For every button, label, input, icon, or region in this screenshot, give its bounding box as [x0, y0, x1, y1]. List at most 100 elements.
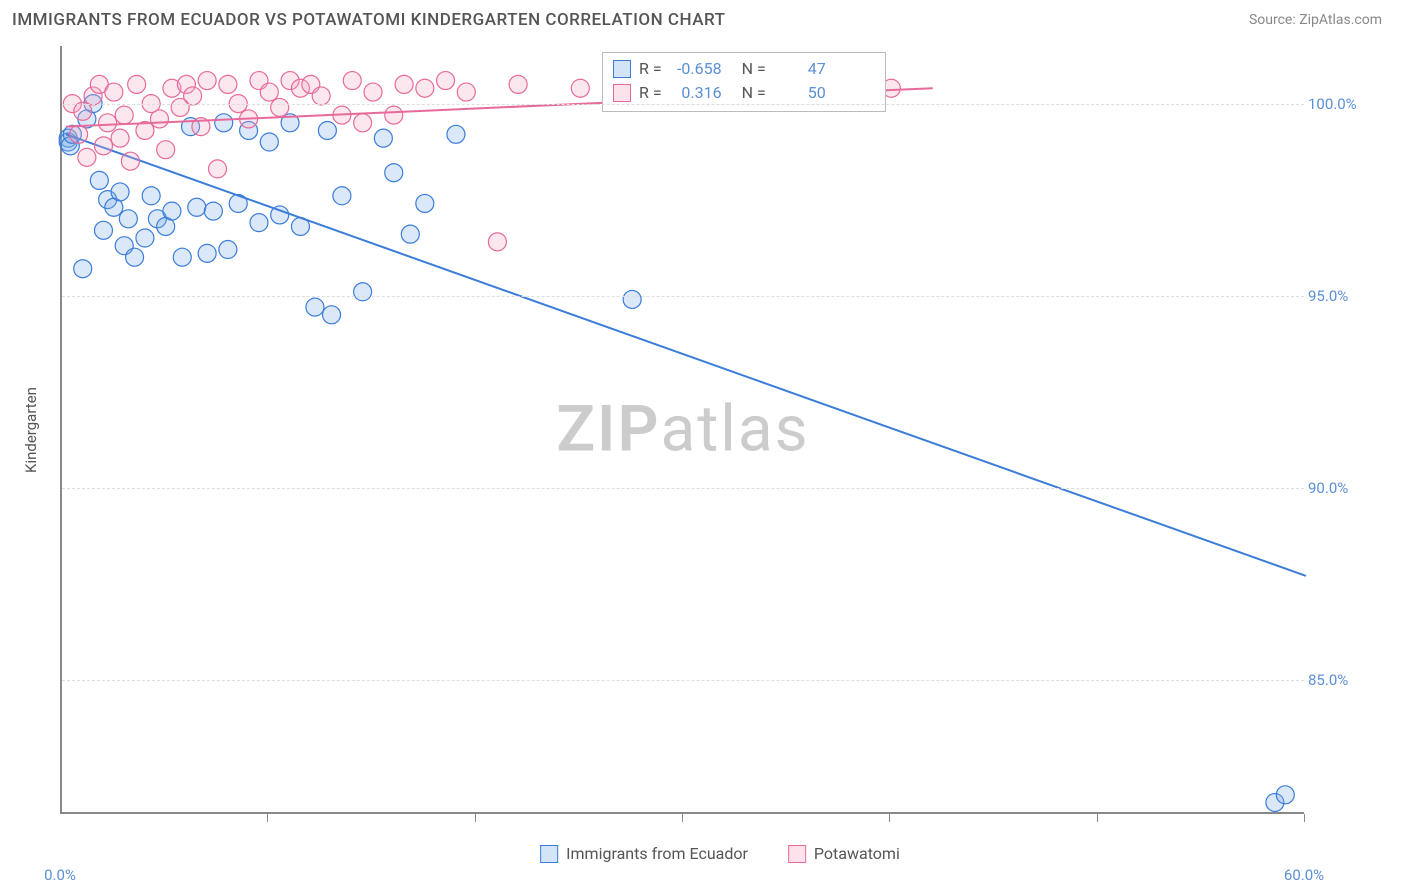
bottom-legend: Immigrants from Ecuador Potawatomi	[540, 844, 900, 863]
data-point-ecuador	[416, 194, 434, 212]
data-point-potawatomi	[385, 106, 403, 124]
y-tick-label: 90.0%	[1308, 479, 1348, 497]
data-point-potawatomi	[99, 114, 117, 132]
data-point-potawatomi	[354, 114, 372, 132]
data-point-potawatomi	[271, 98, 289, 116]
x-tick	[1097, 814, 1098, 822]
data-point-ecuador	[374, 129, 392, 147]
data-point-ecuador	[447, 125, 465, 143]
n-label: N =	[742, 57, 766, 81]
data-point-potawatomi	[128, 75, 146, 93]
data-point-ecuador	[74, 260, 92, 278]
data-point-potawatomi	[70, 125, 88, 143]
data-point-potawatomi	[395, 75, 413, 93]
r-value: -0.658	[670, 57, 722, 81]
data-point-potawatomi	[121, 152, 139, 170]
y-axis-label: Kindergarten	[22, 387, 40, 473]
data-point-ecuador	[333, 187, 351, 205]
r-value: 0.316	[670, 81, 722, 105]
gridline	[62, 296, 1304, 297]
x-tick	[682, 814, 683, 822]
data-point-potawatomi	[509, 75, 527, 93]
data-point-potawatomi	[364, 83, 382, 101]
chart-title: IMMIGRANTS FROM ECUADOR VS POTAWATOMI KI…	[12, 10, 725, 30]
r-label: R =	[639, 81, 662, 105]
data-point-ecuador	[250, 214, 268, 232]
data-point-potawatomi	[198, 72, 216, 90]
data-point-ecuador	[90, 171, 108, 189]
data-point-ecuador	[623, 290, 641, 308]
gridline	[62, 104, 1304, 105]
data-point-ecuador	[163, 202, 181, 220]
y-tick-label: 95.0%	[1308, 287, 1348, 305]
data-point-ecuador	[354, 283, 372, 301]
data-point-ecuador	[111, 183, 129, 201]
y-tick-label: 85.0%	[1308, 671, 1348, 689]
x-tick	[1304, 814, 1305, 822]
x-tick	[889, 814, 890, 822]
data-point-ecuador	[318, 121, 336, 139]
data-point-potawatomi	[219, 75, 237, 93]
data-point-potawatomi	[111, 129, 129, 147]
plot-area: ZIPatlas R =-0.658N =47R =0.316N =50	[60, 46, 1304, 814]
data-point-ecuador	[306, 298, 324, 316]
n-value: 47	[774, 57, 826, 81]
data-point-potawatomi	[209, 160, 227, 178]
legend-swatch	[540, 845, 558, 863]
trend-line-ecuador	[66, 134, 1306, 576]
x-tick	[267, 814, 268, 822]
data-point-ecuador	[401, 225, 419, 243]
legend-swatch	[613, 60, 631, 78]
y-tick-label: 100.0%	[1308, 95, 1357, 113]
chart-container: Kindergarten ZIPatlas R =-0.658N =47R =0…	[50, 46, 1390, 836]
n-value: 50	[774, 81, 826, 105]
gridline	[62, 488, 1304, 489]
scatter-svg	[62, 46, 1304, 812]
data-point-ecuador	[260, 133, 278, 151]
data-point-ecuador	[215, 114, 233, 132]
data-point-ecuador	[136, 229, 154, 247]
legend-label: Potawatomi	[814, 844, 900, 863]
data-point-ecuador	[385, 164, 403, 182]
data-point-potawatomi	[150, 110, 168, 128]
x-tick-label: 60.0%	[1284, 866, 1324, 884]
data-point-ecuador	[188, 198, 206, 216]
data-point-ecuador	[198, 244, 216, 262]
data-point-ecuador	[126, 248, 144, 266]
data-point-ecuador	[219, 241, 237, 259]
legend-swatch	[613, 84, 631, 102]
chart-source: Source: ZipAtlas.com	[1249, 12, 1382, 28]
stats-legend-row-potawatomi: R =0.316N =50	[613, 81, 875, 105]
data-point-potawatomi	[571, 79, 589, 97]
data-point-potawatomi	[488, 233, 506, 251]
data-point-potawatomi	[184, 87, 202, 105]
data-point-ecuador	[323, 306, 341, 324]
data-point-ecuador	[142, 187, 160, 205]
data-point-potawatomi	[105, 83, 123, 101]
legend-swatch	[788, 845, 806, 863]
chart-header: IMMIGRANTS FROM ECUADOR VS POTAWATOMI KI…	[0, 0, 1406, 36]
data-point-potawatomi	[437, 72, 455, 90]
r-label: R =	[639, 57, 662, 81]
data-point-potawatomi	[457, 83, 475, 101]
data-point-potawatomi	[312, 87, 330, 105]
data-point-ecuador	[173, 248, 191, 266]
data-point-potawatomi	[115, 106, 133, 124]
data-point-potawatomi	[78, 148, 96, 166]
data-point-potawatomi	[416, 79, 434, 97]
bottom-legend-item-ecuador: Immigrants from Ecuador	[540, 844, 748, 863]
data-point-potawatomi	[74, 102, 92, 120]
legend-label: Immigrants from Ecuador	[566, 844, 748, 863]
data-point-potawatomi	[343, 72, 361, 90]
x-tick	[475, 814, 476, 822]
data-point-ecuador	[119, 210, 137, 228]
data-point-potawatomi	[94, 137, 112, 155]
stats-legend-row-ecuador: R = -0.658 N = 47	[613, 57, 875, 81]
data-point-ecuador	[94, 221, 112, 239]
data-point-ecuador	[204, 202, 222, 220]
data-point-potawatomi	[157, 141, 175, 159]
data-point-potawatomi	[260, 83, 278, 101]
gridline	[62, 680, 1304, 681]
data-point-ecuador	[1276, 786, 1294, 804]
bottom-legend-item-potawatomi: Potawatomi	[788, 844, 900, 863]
